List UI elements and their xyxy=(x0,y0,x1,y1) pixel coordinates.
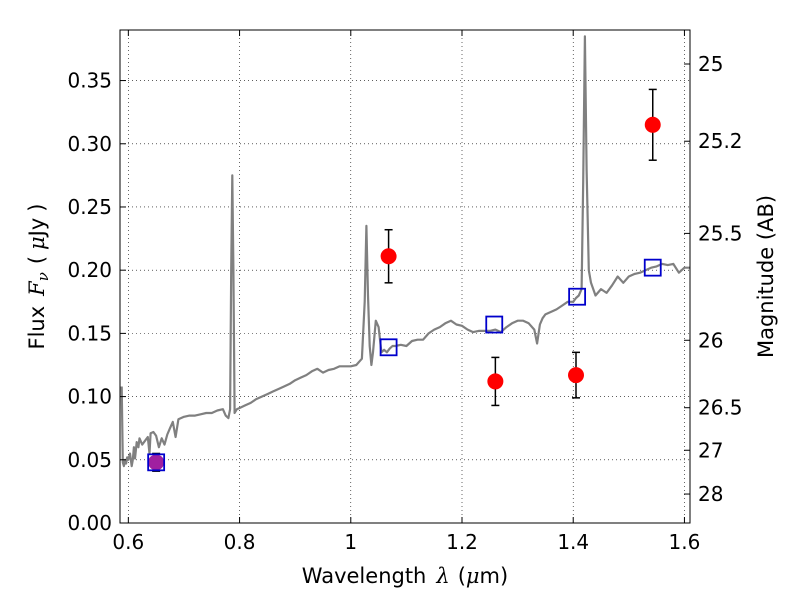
observed-point xyxy=(148,454,165,471)
model-points-group xyxy=(147,258,662,472)
y2-tick-label: 26 xyxy=(698,328,723,352)
y-tick-label: 0.05 xyxy=(67,448,112,472)
observed-points-group xyxy=(148,116,661,471)
x-tick-label: 0.6 xyxy=(112,530,144,554)
model-point xyxy=(147,453,166,472)
axis-ticks: 0.6 0.8 1 1.2 1.4 1.6 0.00 0.05 0.10 0.15 0.20 0.25… xyxy=(67,30,743,554)
spectrum-line-group xyxy=(120,35,690,468)
observed-point xyxy=(568,367,584,384)
x-tick-label: 0.8 xyxy=(224,530,256,554)
x-axis-label: Wavelength λ (μm) xyxy=(302,564,508,588)
y2-axis-label: Magnitude (AB) xyxy=(754,195,778,358)
x-tick-label: 1.4 xyxy=(557,530,589,554)
y-tick-label: 0.25 xyxy=(67,195,112,219)
y-tick-label: 0.30 xyxy=(67,132,112,156)
y-tick-label: 0.00 xyxy=(67,511,112,535)
model-point xyxy=(379,338,398,357)
x-tick-label: 1 xyxy=(344,530,357,554)
model-point xyxy=(568,287,587,306)
y2-tick-label: 25.5 xyxy=(698,221,743,245)
x-tick-label: 1.6 xyxy=(669,530,701,554)
y-tick-label: 0.20 xyxy=(67,258,112,282)
plot-frame xyxy=(119,29,691,524)
y-tick-label: 0.35 xyxy=(67,69,112,93)
model-point xyxy=(485,315,504,334)
y2-tick-label: 27 xyxy=(698,438,723,462)
grid xyxy=(120,30,690,523)
model-point xyxy=(643,258,662,277)
y2-tick-label: 25 xyxy=(698,52,723,76)
x-tick-label: 1.2 xyxy=(446,530,478,554)
observed-point xyxy=(487,373,504,390)
y2-tick-label: 25.2 xyxy=(698,129,743,153)
y-tick-label: 0.10 xyxy=(67,385,112,409)
y-tick-label: 0.15 xyxy=(67,321,112,345)
observed-point xyxy=(644,116,661,133)
y2-tick-label: 26.5 xyxy=(698,396,743,420)
y2-tick-label: 28 xyxy=(698,482,723,506)
observed-point xyxy=(380,248,397,265)
spectrum-line xyxy=(120,35,690,468)
y-axis-label: FluxFν(μJy) xyxy=(25,203,52,349)
